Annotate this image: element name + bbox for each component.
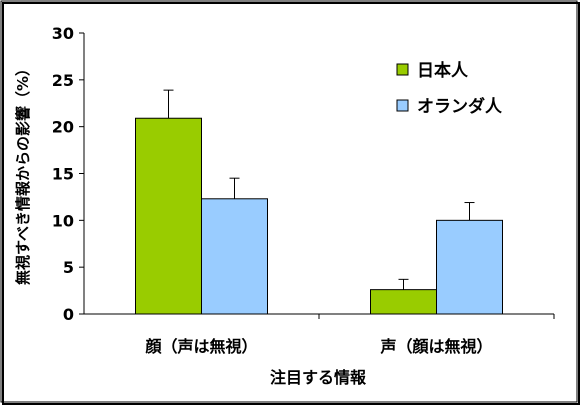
y-tick-label: 10: [52, 211, 74, 230]
x-tick-label: 声（顔は無視）: [379, 337, 492, 356]
legend-label: オランダ人: [417, 96, 503, 117]
y-tick-label: 30: [52, 24, 74, 43]
legend-swatch: [396, 63, 409, 76]
bar: [135, 117, 202, 315]
x-tick-label: 顔（声は無視）: [144, 337, 257, 356]
bar: [436, 219, 503, 315]
y-axis-label: 無視すべき情報からの影響（%）: [14, 61, 32, 285]
y-tick-label: 15: [52, 165, 74, 184]
y-tick-label: 5: [63, 258, 74, 277]
y-tick-label: 20: [52, 118, 74, 137]
x-axis-label: 注目する情報: [270, 368, 367, 387]
legend-label: 日本人: [417, 60, 469, 81]
plot-area: 0 5 10 15 20 25 30 顔（声は無視） 声（顔は無視）: [52, 24, 555, 356]
legend-swatch: [396, 99, 409, 112]
bar: [201, 198, 268, 315]
y-tick-label: 25: [52, 71, 74, 90]
bar: [370, 289, 437, 315]
y-tick-label: 0: [63, 305, 74, 324]
